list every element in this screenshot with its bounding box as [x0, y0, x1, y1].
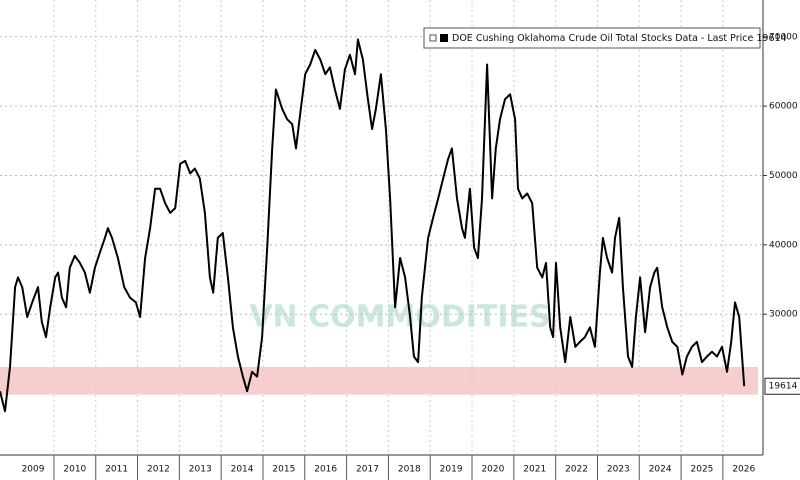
x-tick-label: 2019 [440, 465, 463, 475]
x-tick-label: 2017 [356, 465, 379, 475]
last-value-label: 19614 [769, 382, 798, 392]
y-tick-label: 60000 [769, 102, 798, 112]
legend: DOE Cushing Oklahoma Crude Oil Total Sto… [423, 27, 787, 49]
y-tick-label: 70000 [769, 32, 798, 42]
x-tick-label: 2011 [105, 465, 128, 475]
y-tick-label: 30000 [769, 310, 798, 320]
x-tick-label: 2024 [649, 465, 672, 475]
y-tick-label: 50000 [769, 171, 798, 181]
highlight-band [0, 366, 758, 395]
x-tick-label: 2023 [607, 465, 630, 475]
x-tick-label: 2013 [189, 465, 212, 475]
axes: 30000 40000 50000 60000 70000 2009 2010 2011 201… [22, 32, 800, 480]
x-tick-label: 2026 [732, 465, 755, 475]
watermark: VN COMMODITIES [249, 300, 550, 335]
y-tick-label: 40000 [769, 240, 798, 250]
legend-label: DOE Cushing Oklahoma Crude Oil Total Sto… [452, 33, 787, 44]
last-value-box [764, 377, 800, 395]
x-tick-label: 2016 [314, 465, 337, 475]
x-tick-label: 2015 [272, 465, 295, 475]
plot [0, 38, 746, 413]
x-tick-label: 2014 [231, 465, 254, 475]
x-tick-label: 2021 [523, 465, 546, 475]
x-tick-label: 2022 [565, 465, 588, 475]
series-line [0, 38, 746, 413]
band [0, 366, 758, 395]
x-tick-label: 2025 [691, 465, 714, 475]
x-tick-label: 2012 [147, 465, 170, 475]
x-tick-label: 2010 [63, 465, 86, 475]
x-tick-label: 2009 [22, 465, 45, 475]
legend-box [423, 27, 761, 49]
x-tick-label: 2020 [481, 465, 504, 475]
legend-swatch [440, 34, 448, 42]
x-tick-label: 2018 [398, 465, 421, 475]
legend-toggle [429, 34, 437, 42]
